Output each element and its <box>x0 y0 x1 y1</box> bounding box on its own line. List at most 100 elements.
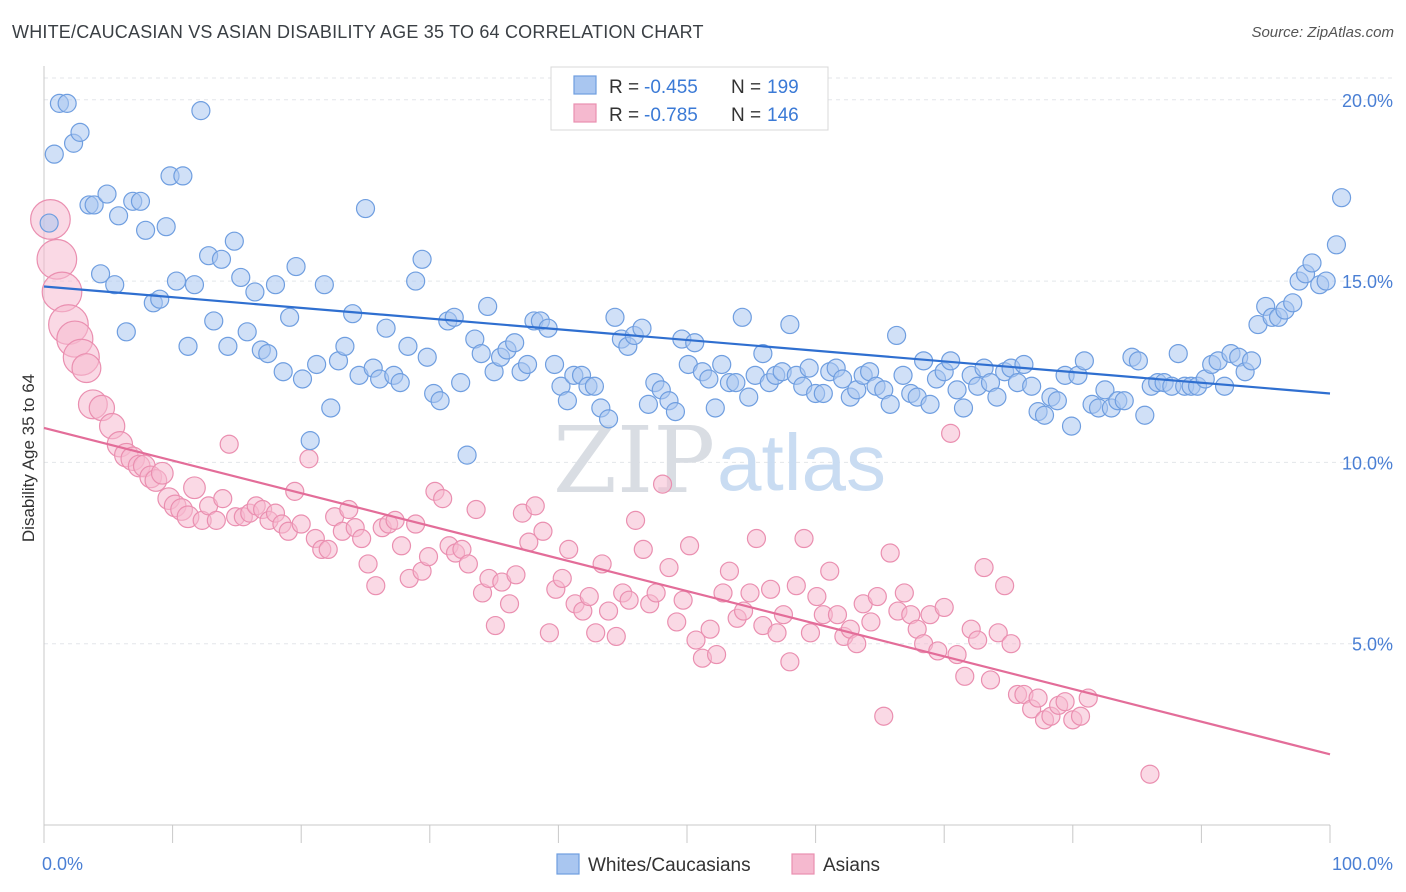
point-asians <box>418 547 439 567</box>
point-whites <box>799 358 819 378</box>
point-whites <box>739 387 759 407</box>
point-whites <box>920 394 940 414</box>
point-asians <box>861 612 881 632</box>
point-whites <box>156 217 176 237</box>
legend-n-label: N = <box>731 77 761 98</box>
trend-line-asians <box>43 426 1331 756</box>
point-whites <box>753 343 773 364</box>
point-whites <box>544 354 565 375</box>
point-asians <box>485 615 505 636</box>
legend-r-label: R = <box>609 105 639 126</box>
point-asians <box>579 586 599 607</box>
point-asians <box>659 557 679 578</box>
point-asians <box>598 601 619 621</box>
point-whites <box>632 318 652 338</box>
axes <box>43 66 1331 843</box>
point-asians <box>433 489 453 509</box>
point-whites <box>712 354 732 375</box>
legend-label-whites: Whites/Caucasians <box>588 855 751 876</box>
legend-swatch-whites <box>573 75 597 95</box>
point-whites <box>39 213 59 233</box>
point-asians <box>366 576 386 596</box>
point-whites <box>1014 354 1034 375</box>
point-whites <box>813 383 833 404</box>
point-whites <box>953 398 974 418</box>
point-asians <box>880 543 900 563</box>
legend-swatch-asians <box>791 853 815 875</box>
point-whites <box>517 354 538 375</box>
point-whites <box>557 391 578 411</box>
point-whites <box>1241 351 1262 371</box>
y-tick-label: 15.0% <box>1342 272 1393 292</box>
point-whites <box>1074 351 1094 371</box>
point-whites <box>1034 405 1055 425</box>
point-whites <box>314 275 334 295</box>
point-asians <box>1028 688 1048 708</box>
point-asians <box>867 586 887 607</box>
point-whites <box>417 347 437 367</box>
point-whites <box>833 369 853 389</box>
point-asians <box>955 666 975 686</box>
trend-line-whites <box>43 285 1331 395</box>
point-whites <box>307 354 327 375</box>
point-whites <box>1302 253 1322 273</box>
point-whites <box>1168 343 1188 364</box>
point-whites <box>224 231 244 251</box>
legend-n-value: 146 <box>767 105 799 126</box>
point-whites <box>218 336 238 356</box>
y-tick-label: 20.0% <box>1342 91 1393 111</box>
point-whites <box>292 369 313 389</box>
point-asians <box>968 630 988 650</box>
point-asians <box>385 510 405 530</box>
point-asians <box>706 644 727 665</box>
point-whites <box>1283 293 1303 313</box>
point-whites <box>430 391 450 411</box>
point-whites <box>355 198 376 219</box>
legend-bottom: Whites/Caucasians Asians <box>556 853 880 876</box>
point-asians <box>552 568 572 589</box>
y-tick-labels: 5.0% 10.0% 15.0% 20.0% <box>1342 91 1393 655</box>
point-whites <box>1047 391 1067 411</box>
point-asians <box>352 528 372 549</box>
point-whites <box>598 409 619 429</box>
point-whites <box>211 249 232 269</box>
point-whites <box>286 256 306 277</box>
point-asians <box>1070 706 1091 726</box>
legend-r-value: -0.455 <box>644 77 698 98</box>
point-whites <box>1061 416 1082 436</box>
point-whites <box>150 289 170 309</box>
point-whites <box>893 365 913 385</box>
legend-r-label: R = <box>609 77 639 98</box>
point-asians <box>807 586 827 607</box>
point-asians <box>506 565 526 585</box>
legend-n-label: N = <box>731 105 761 126</box>
point-asians <box>1140 764 1160 784</box>
point-asians <box>499 594 520 614</box>
point-whites <box>97 184 117 204</box>
point-whites <box>505 333 525 353</box>
point-whites <box>321 398 341 418</box>
point-whites <box>732 307 752 327</box>
point-whites <box>135 220 156 240</box>
point-whites <box>90 264 111 284</box>
x-tick-label: 0.0% <box>42 854 83 874</box>
point-whites <box>116 322 136 342</box>
point-asians <box>633 539 653 560</box>
point-asians <box>667 612 687 632</box>
point-whites <box>237 322 257 342</box>
point-asians <box>1055 692 1075 712</box>
point-whites <box>947 380 967 400</box>
point-whites <box>887 325 907 346</box>
point-asians <box>606 626 626 647</box>
point-whites <box>457 445 477 465</box>
point-asians <box>980 670 1001 690</box>
point-asians <box>525 496 545 516</box>
point-asians <box>988 623 1008 643</box>
point-asians <box>183 476 206 500</box>
point-asians <box>206 510 226 530</box>
point-asians <box>625 510 646 530</box>
point-asians <box>619 590 639 610</box>
point-asians <box>299 449 319 469</box>
point-asians <box>827 605 848 625</box>
